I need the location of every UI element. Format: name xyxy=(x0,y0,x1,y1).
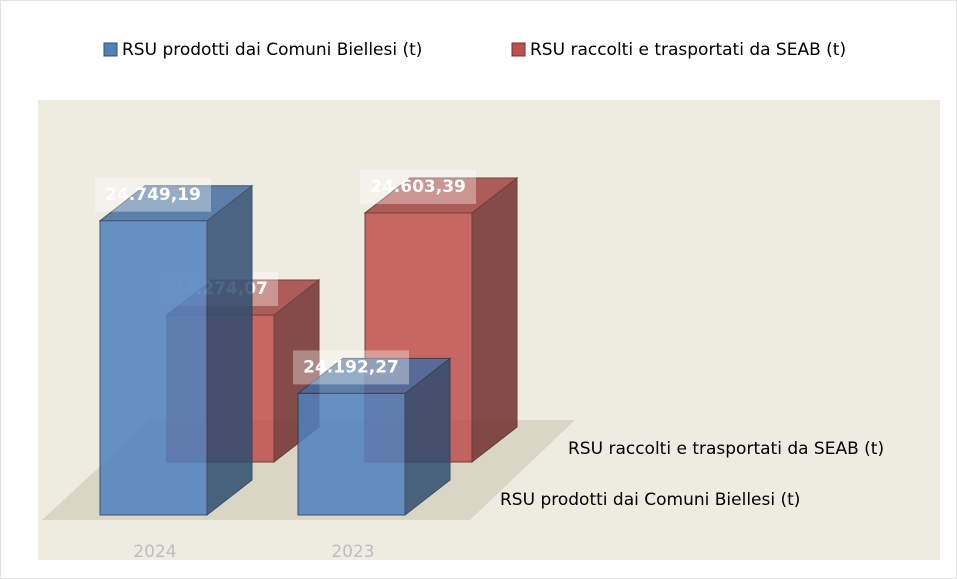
depth-label: RSU prodotti dai Comuni Biellesi (t) xyxy=(500,490,800,510)
legend-swatch xyxy=(103,42,118,57)
bar-side xyxy=(206,184,253,517)
legend-label: RSU raccolti e trasportati da SEAB (t) xyxy=(530,40,846,60)
bar-side xyxy=(471,176,518,464)
x-tick-label: 2023 xyxy=(331,542,374,562)
depth-label: RSU raccolti e trasportati da SEAB (t) xyxy=(568,439,884,459)
value-label-box xyxy=(293,350,409,385)
value-label-box xyxy=(360,169,476,204)
x-tick-label: 2024 xyxy=(133,542,176,562)
value-label: 24.192,27 xyxy=(303,357,399,377)
bar-3d xyxy=(296,357,452,517)
value-label: 24.603,39 xyxy=(370,177,466,197)
legend-swatch xyxy=(511,42,526,57)
bar xyxy=(297,392,406,516)
legend-label: RSU prodotti dai Comuni Biellesi (t) xyxy=(122,40,422,60)
value-label: 24.749,19 xyxy=(105,185,201,205)
bar-3d xyxy=(98,184,254,517)
bar xyxy=(99,220,208,516)
value-label-box xyxy=(95,177,211,212)
